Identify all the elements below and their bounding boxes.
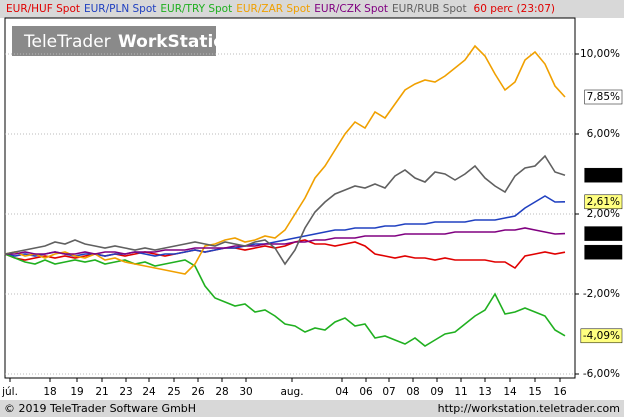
watermark-text: WorkStation bbox=[118, 32, 237, 52]
footer-bar bbox=[0, 400, 624, 417]
value-label-box bbox=[580, 328, 623, 344]
x-tick-label: 09 bbox=[430, 386, 443, 398]
legend-bar bbox=[0, 0, 624, 18]
x-tick-label: aug. bbox=[280, 386, 303, 398]
y-tick-label: -6,00% bbox=[583, 368, 620, 380]
x-tick-label: 04 bbox=[335, 386, 349, 398]
watermark: TeleTrader WorkStation bbox=[12, 26, 237, 56]
x-tick-label: 18 bbox=[43, 386, 56, 398]
series-line bbox=[4, 253, 566, 347]
value-label-box bbox=[584, 89, 623, 105]
x-tick-label: 07 bbox=[382, 386, 395, 398]
x-tick-label: 06 bbox=[359, 386, 373, 398]
value-label: 3,94% bbox=[584, 167, 623, 183]
series-line bbox=[4, 154, 566, 266]
value-label: 7,85% bbox=[584, 89, 623, 105]
x-tick-label: 19 bbox=[70, 386, 83, 398]
x-tick-label: 15 bbox=[528, 386, 541, 398]
legend-entry: EUR/TRY Spot bbox=[160, 3, 232, 15]
x-tick-label: 25 bbox=[167, 386, 180, 398]
plot-area bbox=[4, 17, 576, 379]
x-tick-label: 30 bbox=[239, 386, 252, 398]
value-label-box bbox=[584, 226, 623, 241]
x-tick-label: 16 bbox=[553, 386, 567, 398]
y-tick-label: 2,00% bbox=[587, 208, 620, 220]
value-label: -4,09% bbox=[580, 328, 623, 344]
value-label-box bbox=[584, 194, 623, 210]
x-tick-label: 28 bbox=[215, 386, 228, 398]
x-tick-label: 24 bbox=[142, 386, 156, 398]
x-tick-label: júl. bbox=[1, 386, 18, 398]
value-label: 1,02% bbox=[584, 226, 623, 241]
value-label: 2,61% bbox=[584, 194, 623, 210]
series-line bbox=[5, 227, 566, 255]
legend-entry: EUR/RUB Spot bbox=[392, 3, 467, 15]
x-tick-label: 14 bbox=[503, 386, 517, 398]
footer-right: http://workstation.teletrader.com bbox=[438, 402, 620, 415]
footer-left: © 2019 TeleTrader Software GmbH bbox=[4, 402, 196, 415]
legend-entry: EUR/ZAR Spot bbox=[236, 3, 310, 15]
x-tick-label: 13 bbox=[478, 386, 491, 398]
value-label-text: 0,09% bbox=[587, 246, 620, 258]
value-label: 0,09% bbox=[584, 244, 623, 260]
watermark-text: TeleTrader bbox=[23, 32, 111, 52]
value-label-text: -4,09% bbox=[583, 330, 620, 342]
y-tick-label: 10,00% bbox=[580, 48, 620, 60]
value-label-box bbox=[584, 167, 623, 183]
value-label-text: 1,02% bbox=[587, 228, 620, 240]
value-label-text: 2,61% bbox=[587, 196, 620, 208]
watermark-box bbox=[12, 26, 216, 56]
y-tick-label: -2,00% bbox=[583, 288, 620, 300]
legend-entry: EUR/PLN Spot bbox=[84, 3, 156, 15]
x-tick-label: 21 bbox=[95, 386, 108, 398]
x-tick-label: 08 bbox=[406, 386, 419, 398]
value-label-box bbox=[584, 244, 623, 260]
value-label-text: 3,94% bbox=[587, 169, 620, 181]
legend-entry: EUR/CZK Spot bbox=[314, 3, 388, 15]
y-tick-label: 6,00% bbox=[587, 128, 620, 140]
subtitle: 60 perc (23:07) bbox=[474, 3, 555, 15]
series-line bbox=[4, 195, 566, 257]
legend-entry: EUR/HUF Spot bbox=[6, 3, 80, 15]
series-line bbox=[4, 44, 566, 275]
x-tick-label: 26 bbox=[191, 386, 205, 398]
x-tick-label: 11 bbox=[454, 386, 467, 398]
x-tick-label: 23 bbox=[119, 386, 132, 398]
value-label-text: 7,85% bbox=[587, 91, 620, 103]
